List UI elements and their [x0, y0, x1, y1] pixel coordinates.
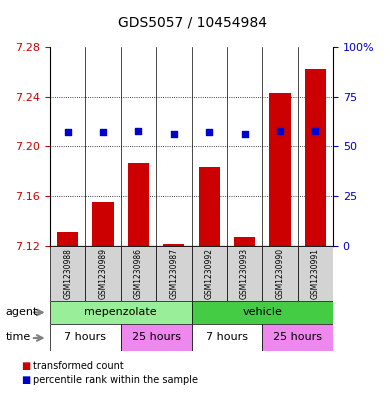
Text: 7 hours: 7 hours	[206, 332, 248, 342]
Text: 25 hours: 25 hours	[273, 332, 322, 342]
Text: GSM1230990: GSM1230990	[275, 248, 285, 299]
Bar	[50, 324, 121, 351]
Bar	[192, 301, 333, 324]
Text: percentile rank within the sample: percentile rank within the sample	[33, 375, 198, 385]
Text: GSM1230988: GSM1230988	[63, 248, 72, 299]
Bar	[50, 246, 85, 301]
Point	[241, 131, 248, 138]
Bar	[57, 232, 79, 246]
Bar	[262, 246, 298, 301]
Text: GSM1230993: GSM1230993	[240, 248, 249, 299]
Text: vehicle: vehicle	[242, 307, 282, 318]
Point	[65, 129, 71, 136]
Text: GSM1230987: GSM1230987	[169, 248, 178, 299]
Bar	[262, 324, 333, 351]
Point	[171, 131, 177, 138]
Point	[206, 129, 212, 136]
Bar	[270, 93, 291, 246]
Text: agent: agent	[6, 307, 38, 318]
Text: GSM1230989: GSM1230989	[99, 248, 108, 299]
Bar	[50, 301, 192, 324]
Point	[100, 129, 106, 136]
Text: ■: ■	[21, 361, 30, 371]
Bar	[227, 246, 262, 301]
Text: GSM1230986: GSM1230986	[134, 248, 143, 299]
Bar	[234, 237, 255, 246]
Point	[136, 127, 142, 134]
Bar	[121, 324, 192, 351]
Bar	[199, 167, 220, 246]
Bar	[192, 246, 227, 301]
Text: transformed count: transformed count	[33, 361, 124, 371]
Bar	[298, 246, 333, 301]
Bar	[121, 246, 156, 301]
Text: time: time	[6, 332, 31, 342]
Bar	[128, 163, 149, 246]
Point	[312, 127, 318, 134]
Point	[277, 127, 283, 134]
Bar	[85, 246, 121, 301]
Bar	[92, 202, 114, 246]
Text: 25 hours: 25 hours	[132, 332, 181, 342]
Text: GSM1230992: GSM1230992	[205, 248, 214, 299]
Text: mepenzolate: mepenzolate	[84, 307, 157, 318]
Text: GDS5057 / 10454984: GDS5057 / 10454984	[118, 16, 267, 30]
Bar	[163, 244, 184, 246]
Text: GSM1230991: GSM1230991	[311, 248, 320, 299]
Text: ■: ■	[21, 375, 30, 385]
Text: 7 hours: 7 hours	[64, 332, 106, 342]
Bar	[305, 70, 326, 246]
Bar	[192, 324, 262, 351]
Bar	[156, 246, 191, 301]
